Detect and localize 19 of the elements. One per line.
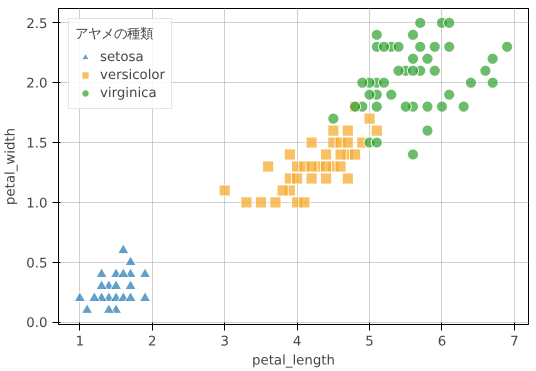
y-tick-label: 1.0 (26, 196, 48, 212)
x-tick-label: 3 (220, 334, 229, 350)
legend-label: virginica (100, 86, 157, 100)
y-tick-label: 2.5 (26, 16, 48, 32)
x-tick-label: 1 (76, 334, 84, 350)
x-tick-label: 2 (148, 334, 157, 350)
legend-label: versicolor (100, 68, 166, 82)
x-tick-label: 6 (438, 334, 446, 350)
x-axis-title: petal_length (252, 354, 335, 368)
y-axis-title: petal_width (3, 128, 18, 206)
legend-title: アヤメの種類 (75, 25, 154, 43)
y-tick-label: 0.5 (26, 256, 48, 272)
y-tick-label: 1.5 (26, 136, 48, 152)
x-tick-label: 7 (510, 334, 519, 350)
y-tick-label: 0.0 (26, 316, 48, 332)
x-tick-label: 4 (292, 334, 302, 350)
legend-label: setosa (100, 50, 144, 64)
y-tick-label: 2.0 (26, 76, 48, 92)
x-tick-label: 5 (365, 334, 374, 350)
